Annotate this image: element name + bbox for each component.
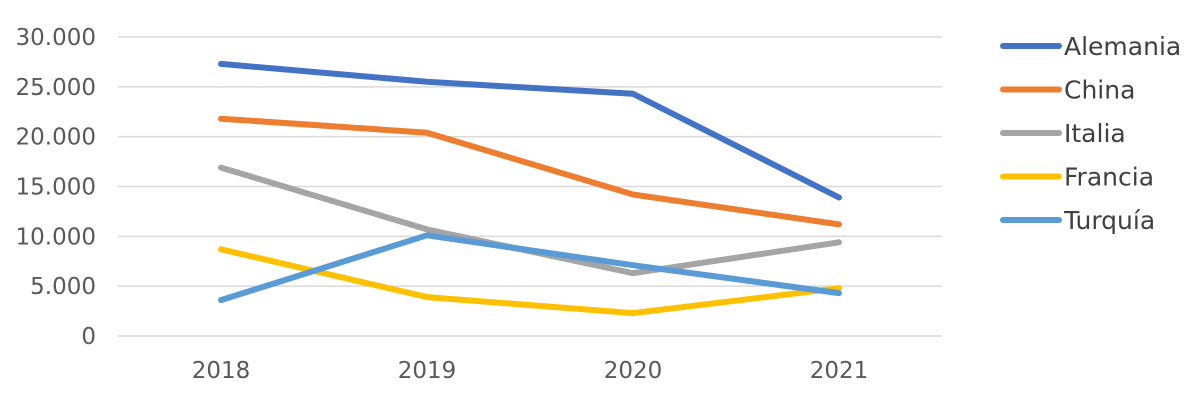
legend-label: Turquía <box>1063 206 1155 235</box>
legend-label: Francia <box>1064 163 1154 192</box>
series-line-francia <box>218 246 842 317</box>
legend-label: Alemania <box>1064 32 1181 61</box>
y-tick-label: 30.000 <box>16 25 96 51</box>
x-tick-label: 2020 <box>604 358 663 384</box>
legend-item-francia: Francia <box>1000 163 1154 192</box>
legend-label: Italia <box>1064 119 1126 148</box>
legend-label: China <box>1064 76 1135 105</box>
x-tick-label: 2021 <box>810 358 869 384</box>
y-tick-label: 25.000 <box>16 75 96 101</box>
series-line-alemania <box>218 60 842 201</box>
legend-item-china: China <box>1000 76 1135 105</box>
series-lines <box>218 60 842 317</box>
series-line-turquía <box>218 232 842 304</box>
y-axis-tick-labels: 0 5.000 10.000 15.000 20.000 25.000 30.000 <box>16 25 96 350</box>
y-tick-label: 5.000 <box>30 274 96 300</box>
legend: Alemania China Italia Francia Turquía <box>1000 32 1181 235</box>
legend-item-italia: Italia <box>1000 119 1126 148</box>
y-tick-label: 10.000 <box>16 224 96 250</box>
legend-item-turquía: Turquía <box>1000 206 1155 235</box>
series-line-italia <box>218 164 842 277</box>
legend-item-alemania: Alemania <box>1000 32 1181 61</box>
y-tick-label: 0 <box>81 324 96 350</box>
x-tick-label: 2018 <box>192 358 251 384</box>
y-tick-label: 15.000 <box>16 175 96 201</box>
series-line-china <box>218 115 842 228</box>
x-axis-tick-labels: 2018 2019 2020 2021 <box>192 358 869 384</box>
y-tick-label: 20.000 <box>16 125 96 151</box>
x-tick-label: 2019 <box>398 358 457 384</box>
